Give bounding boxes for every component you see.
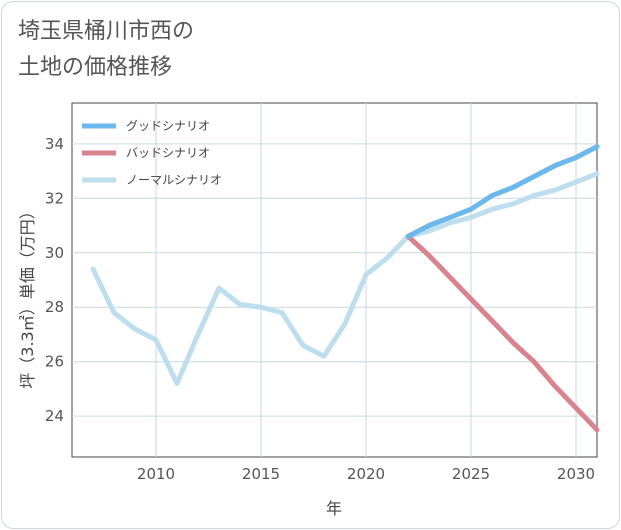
plot-area — [71, 102, 598, 458]
series-line-1 — [405, 233, 600, 433]
x-tick-label: 2015 — [242, 465, 280, 483]
x-tick-label: 2010 — [137, 465, 175, 483]
y-axis-label: 坪（3.3㎡）単価（万円） — [18, 203, 37, 388]
y-tick-label: 26 — [45, 353, 64, 371]
y-tick-label: 34 — [45, 135, 64, 153]
chart-title: 埼玉県桶川市西の 土地の価格推移 — [18, 14, 194, 86]
x-tick-label: 2020 — [347, 465, 385, 483]
y-tick-label: 24 — [45, 407, 64, 425]
tick-labels: 2010 2015 2020 2025 2030 24 26 28 30 32 34 — [45, 135, 595, 483]
x-tick-label: 2025 — [452, 465, 490, 483]
x-tick-label: 2030 — [557, 465, 595, 483]
y-tick-label: 32 — [45, 189, 64, 207]
legend-label: グッドシナリオ — [126, 119, 210, 133]
grid-lines — [72, 103, 597, 457]
y-tick-label: 28 — [45, 298, 64, 316]
chart-title-line2: 土地の価格推移 — [18, 55, 173, 80]
series-layer — [90, 144, 600, 433]
legend-label: バッドシナリオ — [126, 146, 210, 160]
series-line-2 — [90, 171, 600, 386]
x-axis-label: 年 — [326, 499, 342, 518]
y-tick-label: 30 — [45, 244, 64, 262]
legend-label: ノーマルシナリオ — [126, 173, 222, 187]
series-line-0 — [405, 144, 600, 239]
chart-title-line1: 埼玉県桶川市西の — [18, 19, 195, 44]
